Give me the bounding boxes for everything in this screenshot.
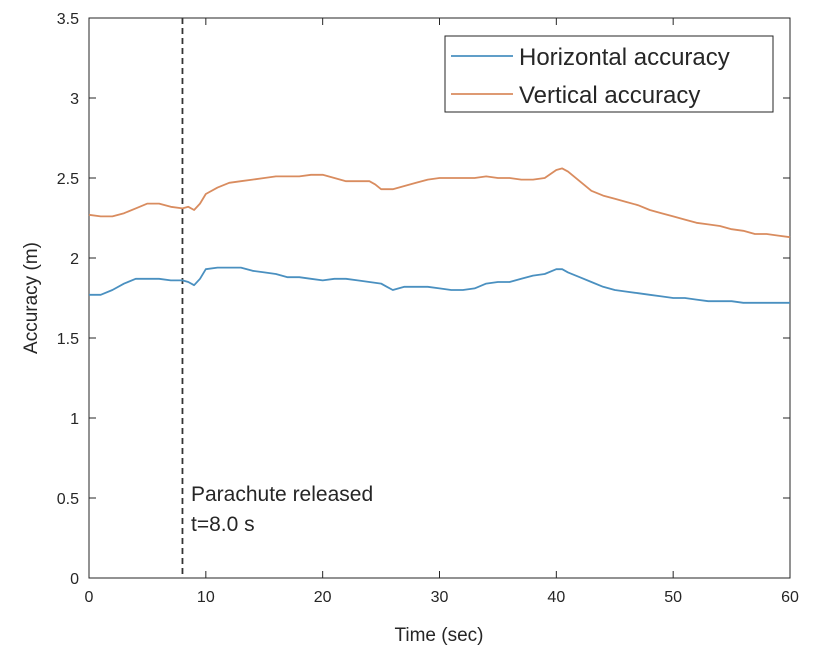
y-axis-title: Accuracy (m)	[21, 242, 42, 354]
x-tick-label: 30	[431, 589, 449, 606]
y-tick-label: 2	[70, 251, 79, 268]
x-tick-label: 0	[85, 589, 94, 606]
y-tick-label: 1.5	[57, 331, 79, 348]
legend-label-horizontal: Horizontal accuracy	[519, 44, 730, 71]
y-axis: 0 0.5 1 1.5 2 2.5 3 3.5	[57, 11, 790, 588]
x-tick-label: 60	[781, 589, 799, 606]
legend: Horizontal accuracy Vertical accuracy	[444, 35, 774, 113]
horizontal-accuracy-line	[89, 266, 790, 304]
y-tick-label: 0	[70, 571, 79, 588]
y-tick-label: 1	[70, 411, 79, 428]
vertical-accuracy-line	[88, 167, 791, 239]
y-tick-label: 2.5	[57, 171, 79, 188]
annotation-line-1: Parachute released	[191, 483, 373, 506]
x-tick-label: 10	[197, 589, 215, 606]
y-tick-label: 3	[70, 91, 79, 108]
legend-box	[444, 35, 774, 113]
y-tick-label: 0.5	[57, 491, 79, 508]
x-tick-label: 50	[664, 589, 682, 606]
annotation-line-2: t=8.0 s	[191, 513, 255, 536]
x-tick-label: 20	[314, 589, 332, 606]
series-layer	[88, 167, 791, 304]
y-tick-label: 3.5	[57, 11, 79, 28]
x-axis-title: Time (sec)	[394, 625, 483, 646]
x-tick-label: 40	[547, 589, 565, 606]
legend-label-vertical: Vertical accuracy	[519, 82, 700, 109]
x-axis: 0 10 20 30 40 50 60	[85, 18, 799, 606]
